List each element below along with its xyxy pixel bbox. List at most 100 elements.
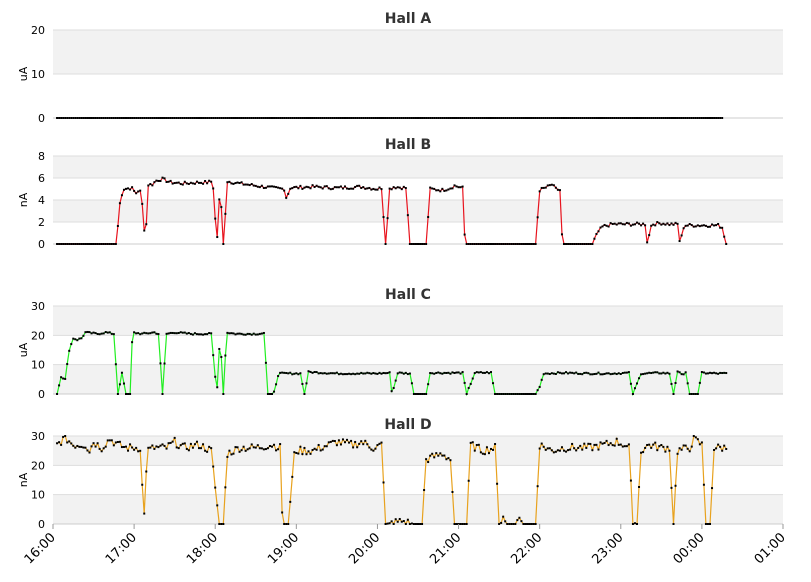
data-point [589, 373, 592, 376]
data-point [520, 393, 523, 395]
data-point [82, 446, 85, 449]
data-point [260, 184, 263, 187]
data-point [453, 184, 456, 187]
data-point [153, 447, 156, 450]
data-point [702, 483, 705, 486]
data-point [459, 372, 462, 375]
data-point [425, 243, 428, 245]
data-point [228, 117, 231, 119]
data-point [457, 117, 460, 119]
data-point [366, 187, 369, 190]
data-point [236, 117, 239, 119]
data-point [654, 371, 657, 374]
data-point [131, 117, 134, 119]
data-point [145, 332, 148, 335]
data-point [386, 117, 389, 119]
data-point [625, 371, 628, 374]
data-point [315, 448, 318, 451]
plot-band [53, 465, 783, 495]
data-point [137, 450, 140, 453]
data-point [479, 117, 482, 119]
data-point [640, 224, 643, 227]
y-axis-label: nA [17, 192, 30, 207]
data-point [698, 225, 701, 228]
data-point [682, 227, 685, 230]
data-point [587, 372, 590, 375]
data-point [323, 372, 326, 375]
data-point [291, 475, 294, 478]
data-point [104, 445, 107, 448]
data-point [104, 331, 107, 334]
data-point [666, 222, 669, 225]
data-point [571, 442, 574, 445]
data-point [374, 372, 377, 375]
data-point [599, 117, 602, 119]
x-tick-label: 22:00 [508, 530, 545, 567]
data-point [96, 333, 99, 336]
data-point [319, 186, 322, 189]
data-point [234, 182, 237, 185]
data-point [609, 222, 612, 225]
data-point [567, 243, 570, 245]
data-point [510, 393, 513, 395]
data-point [106, 439, 109, 442]
data-point [175, 181, 178, 184]
data-point [189, 117, 192, 119]
data-point [408, 117, 411, 119]
data-point [467, 386, 470, 389]
data-point [88, 243, 91, 245]
data-point [313, 186, 316, 189]
data-point [583, 371, 586, 374]
data-point [262, 187, 265, 190]
data-point [335, 186, 338, 189]
data-point [477, 117, 480, 119]
data-point [439, 190, 442, 193]
data-point [362, 372, 365, 375]
data-point [187, 117, 190, 119]
data-point [277, 186, 280, 189]
data-point [185, 182, 188, 185]
data-point [603, 372, 606, 375]
data-point [114, 363, 117, 366]
x-tick-label: 21:00 [427, 530, 464, 567]
data-point [449, 117, 452, 119]
data-point [281, 511, 284, 514]
data-point [139, 189, 142, 192]
data-point [595, 117, 598, 119]
data-point [631, 523, 634, 525]
data-point [169, 179, 172, 182]
data-point [540, 117, 543, 119]
data-point [567, 117, 570, 119]
data-point [250, 333, 253, 336]
data-point [366, 443, 369, 446]
data-point [611, 372, 614, 375]
data-point [662, 371, 665, 374]
data-point [370, 188, 373, 191]
data-point [62, 435, 65, 438]
data-point [435, 371, 438, 374]
data-point [461, 185, 464, 188]
data-point [157, 179, 160, 182]
data-point [684, 444, 687, 447]
data-point [688, 222, 691, 225]
data-point [204, 117, 207, 119]
data-point [565, 450, 568, 453]
data-point [447, 188, 450, 191]
data-point [323, 117, 326, 119]
data-point [356, 446, 359, 449]
data-point [485, 243, 488, 245]
data-point [686, 447, 689, 450]
data-point [256, 333, 259, 336]
data-point [581, 243, 584, 245]
data-point [210, 447, 213, 450]
data-point [307, 186, 310, 189]
data-point [536, 485, 539, 488]
data-point [524, 117, 527, 119]
data-point [678, 240, 681, 243]
data-point [496, 243, 499, 245]
data-point [179, 183, 182, 186]
data-point [463, 523, 466, 525]
data-point [129, 117, 132, 119]
data-point [80, 445, 83, 448]
data-point [419, 117, 422, 119]
